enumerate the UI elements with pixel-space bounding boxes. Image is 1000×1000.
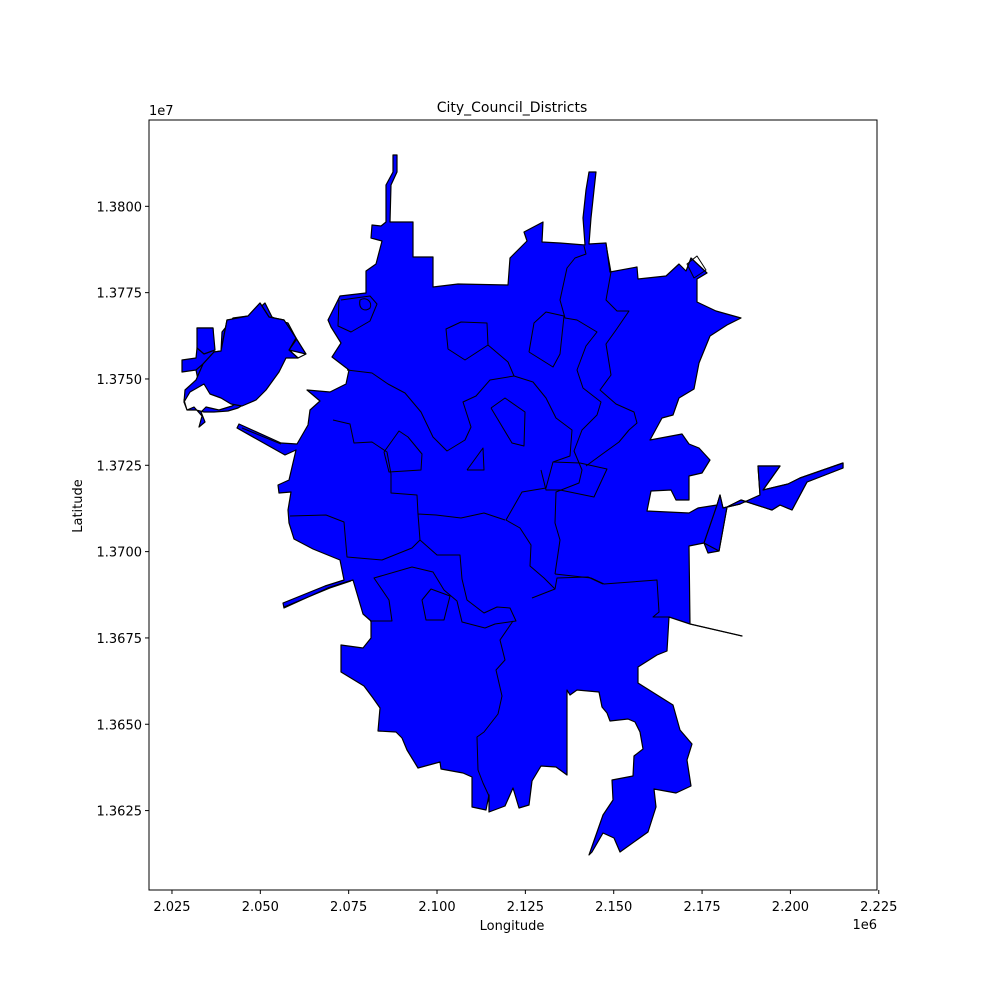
x-tick-label: 2.050 [242,900,279,915]
district-northwest-island [196,327,216,355]
chart-title: City_Council_Districts [437,100,588,116]
y-tick-label: 1.3650 [97,718,143,733]
boundary-line [370,539,517,629]
boundary-line [686,255,707,279]
y-tick-label: 1.3775 [97,287,143,302]
y-offset-label: 1e7 [149,104,174,119]
boundary-line [337,295,378,333]
x-tick-label: 2.075 [330,900,367,915]
y-tick-label: 1.3725 [97,459,143,474]
x-tick-label: 2.200 [772,900,809,915]
boundary-line [346,321,515,452]
x-tick-label: 2.100 [418,900,455,915]
boundary-line [289,513,421,561]
x-tick-label: 2.125 [507,900,544,915]
boundary-line [466,447,485,471]
boundary-line [554,245,602,575]
boundary-line [383,430,423,473]
x-axis-label: Longitude [480,919,545,934]
y-tick-label: 1.3750 [97,373,143,388]
x-axis: 2.025 2.050 2.075 2.100 2.125 2.150 2.175 2.200… [153,890,897,915]
district-east-spur [703,462,844,552]
district-northwest-body [183,302,299,407]
y-tick-label: 1.3675 [97,632,143,647]
district-outer-outline [236,154,844,856]
boundary-line [585,243,638,467]
district-polygons [181,154,844,856]
boundary-line [241,427,743,637]
plot-frame [148,119,878,891]
boundary-line [540,461,608,498]
boundary-line [359,298,372,311]
boundary-line [490,397,526,447]
district-boundaries [241,243,743,797]
x-tick-label: 2.150 [595,900,632,915]
boundary-line [421,588,451,621]
boundary-line [332,419,506,521]
y-axis: 1.3625 1.3650 1.3675 1.3700 1.3725 1.3750 1.37… [97,200,149,820]
x-tick-label: 2.025 [153,900,190,915]
boundary-line [528,311,565,368]
boundary-line [531,576,604,599]
x-tick-label: 2.225 [860,900,897,915]
y-tick-label: 1.3625 [97,805,143,820]
boundary-line [476,620,514,797]
x-offset-label: 1e6 [852,918,877,933]
y-tick-label: 1.3800 [97,200,143,215]
y-tick-label: 1.3700 [97,546,143,561]
x-tick-label: 2.175 [683,900,720,915]
y-axis-label: Latitude [71,479,86,533]
